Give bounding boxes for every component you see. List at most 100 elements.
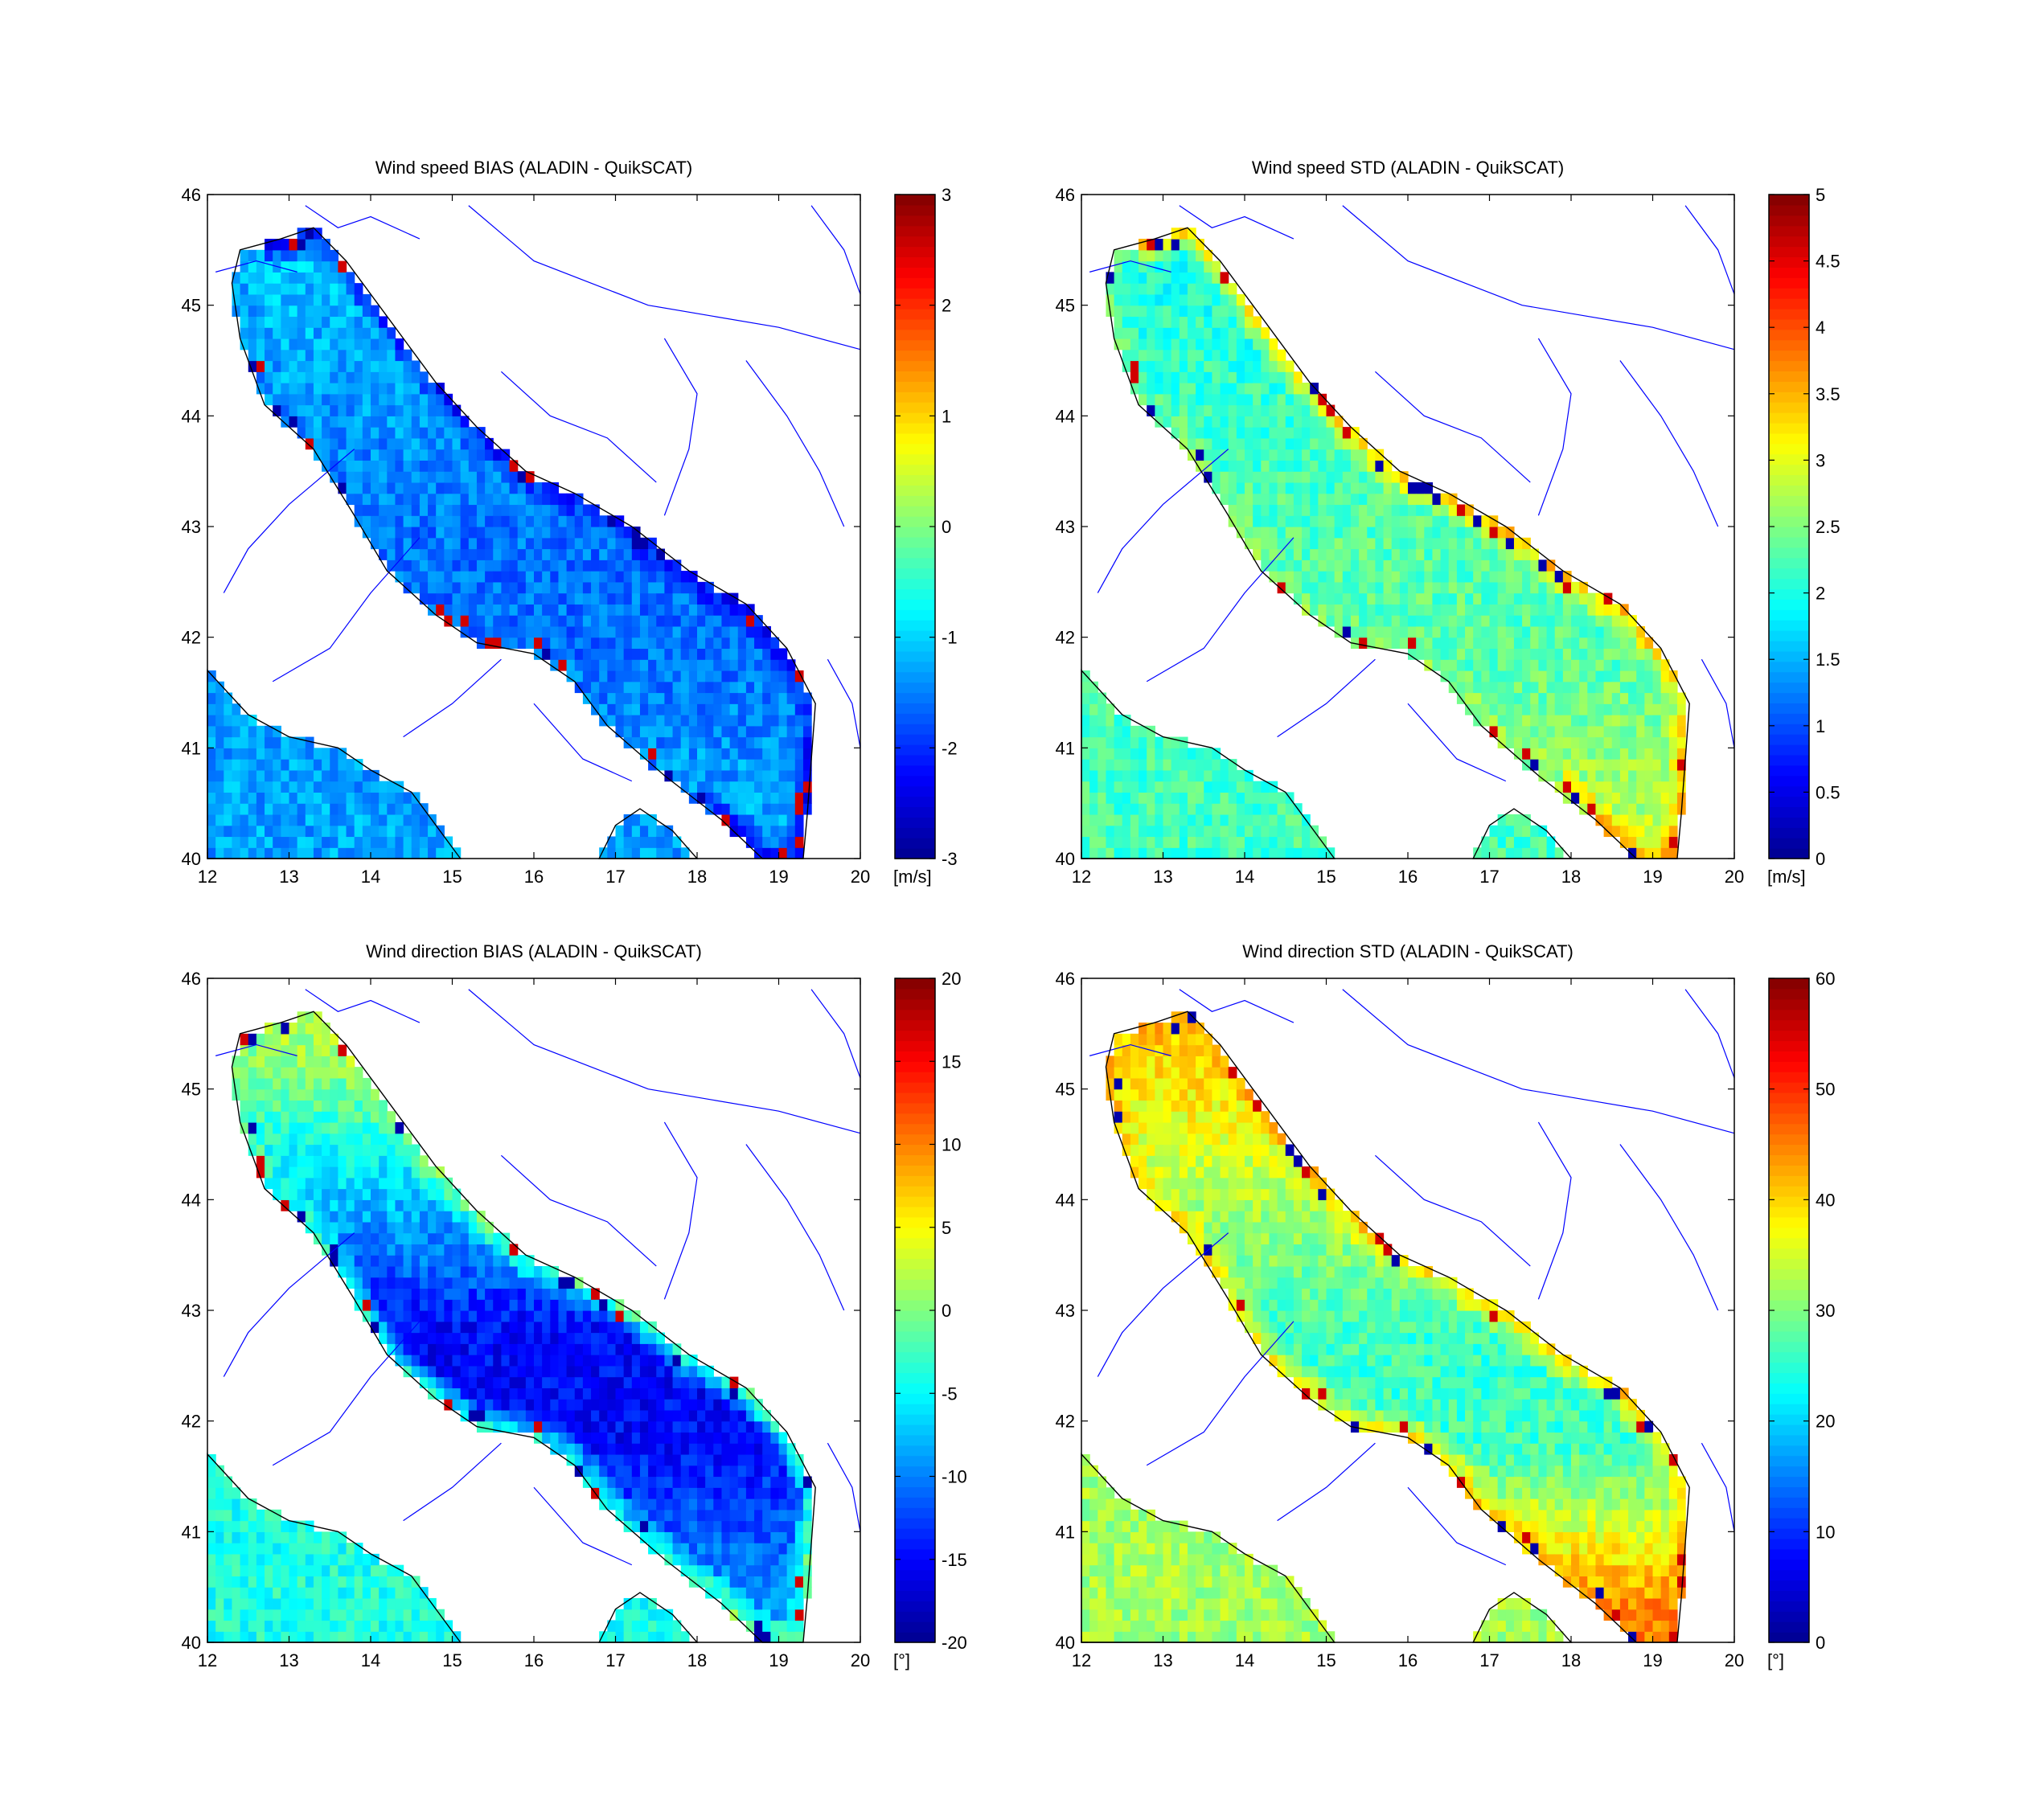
heatmap-cell: [313, 249, 322, 262]
heatmap-cell: [729, 692, 739, 704]
heatmap-cell: [395, 814, 404, 826]
heatmap-cell: [1212, 305, 1221, 318]
heatmap-cell: [460, 449, 470, 461]
heatmap-cell: [379, 416, 388, 428]
heatmap-cell: [1228, 416, 1237, 428]
heatmap-cell: [1359, 548, 1368, 560]
heatmap-cell: [729, 736, 739, 748]
heatmap-cell: [1130, 736, 1139, 748]
heatmap-cell: [1448, 648, 1458, 660]
heatmap-cell: [322, 338, 330, 350]
heatmap-cell: [705, 670, 714, 682]
heatmap-cell: [1261, 338, 1270, 350]
heatmap-cell: [1302, 383, 1311, 395]
heatmap-cell: [1122, 349, 1131, 362]
heatmap-cell: [281, 293, 290, 306]
heatmap-cell: [1416, 482, 1425, 494]
colorbar-segment: [895, 785, 935, 797]
heatmap-cell: [330, 316, 338, 328]
heatmap-cell: [1253, 781, 1262, 793]
heatmap-cell: [501, 537, 511, 550]
heatmap-cell: [1081, 781, 1090, 793]
heatmap-cell: [1269, 847, 1278, 859]
heatmap-cell: [1130, 759, 1139, 771]
heatmap-cell: [786, 703, 796, 715]
heatmap-cell: [1171, 748, 1180, 760]
heatmap-cell: [1448, 527, 1458, 539]
heatmap-cell: [1114, 847, 1123, 859]
heatmap-cell: [1318, 604, 1327, 616]
heatmap-cell: [313, 283, 322, 295]
heatmap-cell: [713, 725, 723, 738]
heatmap-cell: [1350, 515, 1360, 527]
heatmap-cell: [1261, 460, 1270, 472]
heatmap-cell: [1456, 504, 1466, 516]
heatmap-cell: [1122, 803, 1131, 815]
heatmap-cell: [1302, 527, 1311, 539]
heatmap-cell: [1383, 592, 1393, 605]
heatmap-cell: [1302, 548, 1311, 560]
heatmap-cell: [1269, 515, 1278, 527]
heatmap-cell: [705, 625, 714, 638]
heatmap-cell: [354, 427, 363, 439]
heatmap-cell: [1236, 781, 1245, 793]
heatmap-cell: [248, 759, 257, 771]
heatmap-cell: [411, 571, 421, 583]
heatmap-cell: [411, 383, 421, 395]
heatmap-cell: [379, 449, 388, 461]
heatmap-cell: [379, 847, 388, 859]
heatmap-cell: [289, 792, 298, 804]
heatmap-cell: [1391, 537, 1401, 550]
heatmap-cell: [607, 692, 617, 704]
heatmap-cell: [688, 759, 698, 771]
heatmap-cell: [468, 427, 478, 439]
heatmap-cell: [297, 736, 306, 748]
heatmap-cell: [338, 383, 347, 395]
heatmap-cell: [354, 316, 363, 328]
heatmap-cell: [346, 393, 355, 406]
heatmap-cell: [1245, 803, 1253, 815]
heatmap-cell: [1187, 759, 1196, 771]
heatmap-cell: [207, 681, 216, 694]
heatmap-cell: [322, 316, 330, 328]
heatmap-cell: [1326, 427, 1336, 439]
heatmap-cell: [444, 460, 453, 472]
heatmap-cell: [411, 504, 421, 516]
heatmap-cell: [273, 383, 281, 395]
heatmap-cell: [1114, 283, 1123, 295]
heatmap-cell: [1489, 548, 1499, 560]
heatmap-cell: [1293, 416, 1303, 428]
heatmap-cell: [297, 393, 306, 406]
heatmap-cell: [1245, 349, 1253, 362]
heatmap-cell: [639, 659, 649, 671]
heatmap-cell: [330, 383, 338, 395]
heatmap-cell: [648, 560, 657, 572]
heatmap-cell: [1089, 715, 1098, 727]
heatmap-cell: [1318, 404, 1327, 416]
heatmap-cell: [371, 437, 380, 450]
heatmap-cell: [664, 625, 674, 638]
colorbar-segment: [895, 195, 935, 206]
y-tick-label: 46: [182, 185, 201, 205]
heatmap-cell: [346, 769, 355, 782]
heatmap-cell: [1130, 360, 1139, 372]
heatmap-cell: [1228, 814, 1237, 826]
heatmap-cell: [631, 715, 641, 727]
colorbar-segment: [895, 288, 935, 299]
heatmap-cell: [1310, 836, 1319, 848]
heatmap-cell: [1440, 659, 1450, 671]
heatmap-cell: [1204, 293, 1212, 306]
heatmap-cell: [729, 703, 739, 715]
heatmap-cell: [786, 659, 796, 671]
heatmap-cell: [1187, 283, 1196, 295]
heatmap-cell: [639, 670, 649, 682]
heatmap-cell: [1147, 825, 1155, 838]
heatmap-cell: [745, 825, 755, 838]
colorbar-segment: [895, 204, 935, 216]
heatmap-cell: [371, 825, 380, 838]
heatmap-cell: [1187, 748, 1196, 760]
heatmap-cell: [1448, 548, 1458, 560]
heatmap-cell: [1277, 560, 1286, 572]
heatmap-cell: [411, 416, 421, 428]
heatmap-cell: [1106, 803, 1115, 815]
